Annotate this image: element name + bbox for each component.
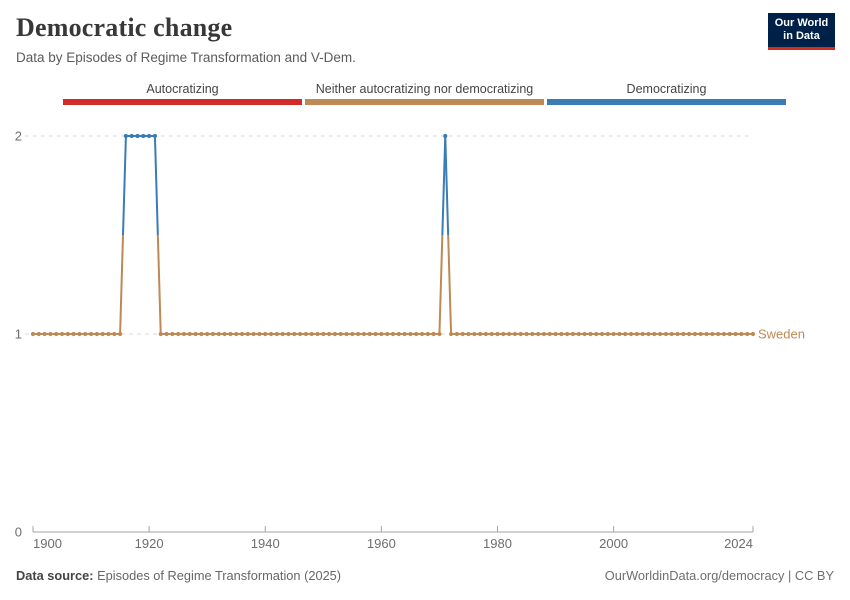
entity-label-sweden[interactable]: Sweden: [758, 327, 805, 342]
svg-text:1980: 1980: [483, 536, 512, 551]
page-title: Democratic change: [16, 13, 233, 42]
legend-color-bar: [547, 99, 786, 105]
svg-text:1: 1: [15, 327, 22, 342]
legend-item-neither[interactable]: Neither autocratizing nor democratizing: [305, 82, 544, 105]
data-source-value[interactable]: Episodes of Regime Transformation (2025): [97, 568, 342, 583]
data-line: [33, 135, 753, 335]
svg-text:1940: 1940: [251, 536, 280, 551]
svg-text:2024: 2024: [724, 536, 753, 551]
svg-text:2000: 2000: [599, 536, 628, 551]
legend-color-bar: [305, 99, 544, 105]
chart-subtitle: Data by Episodes of Regime Transformatio…: [16, 50, 356, 65]
legend-item-democratizing[interactable]: Democratizing: [547, 82, 786, 105]
svg-text:1900: 1900: [33, 536, 62, 551]
x-axis: 1900 1920 1940 1960 1980 2000 2024: [32, 526, 754, 551]
legend-label: Democratizing: [626, 82, 707, 96]
data-source-label: Data source:: [16, 568, 94, 583]
legend-item-autocratizing[interactable]: Autocratizing: [63, 82, 302, 105]
svg-text:1960: 1960: [367, 536, 396, 551]
svg-text:0: 0: [15, 525, 22, 540]
data-points: [30, 133, 756, 337]
svg-text:2: 2: [15, 129, 22, 144]
data-source-note: Data source: Episodes of Regime Transfor…: [16, 568, 341, 583]
category-legend: Autocratizing Neither autocratizing nor …: [63, 82, 786, 105]
legend-label: Neither autocratizing nor democratizing: [315, 82, 534, 96]
legend-label: Autocratizing: [146, 82, 219, 96]
svg-text:1920: 1920: [135, 536, 164, 551]
owid-logo[interactable]: Our World in Data: [768, 13, 835, 50]
owid-logo-line1: Our World: [774, 17, 829, 29]
legend-color-bar: [63, 99, 302, 105]
attribution-link[interactable]: OurWorldinData.org/democracy | CC BY: [604, 568, 834, 583]
owid-logo-line2: in Data: [783, 30, 820, 42]
